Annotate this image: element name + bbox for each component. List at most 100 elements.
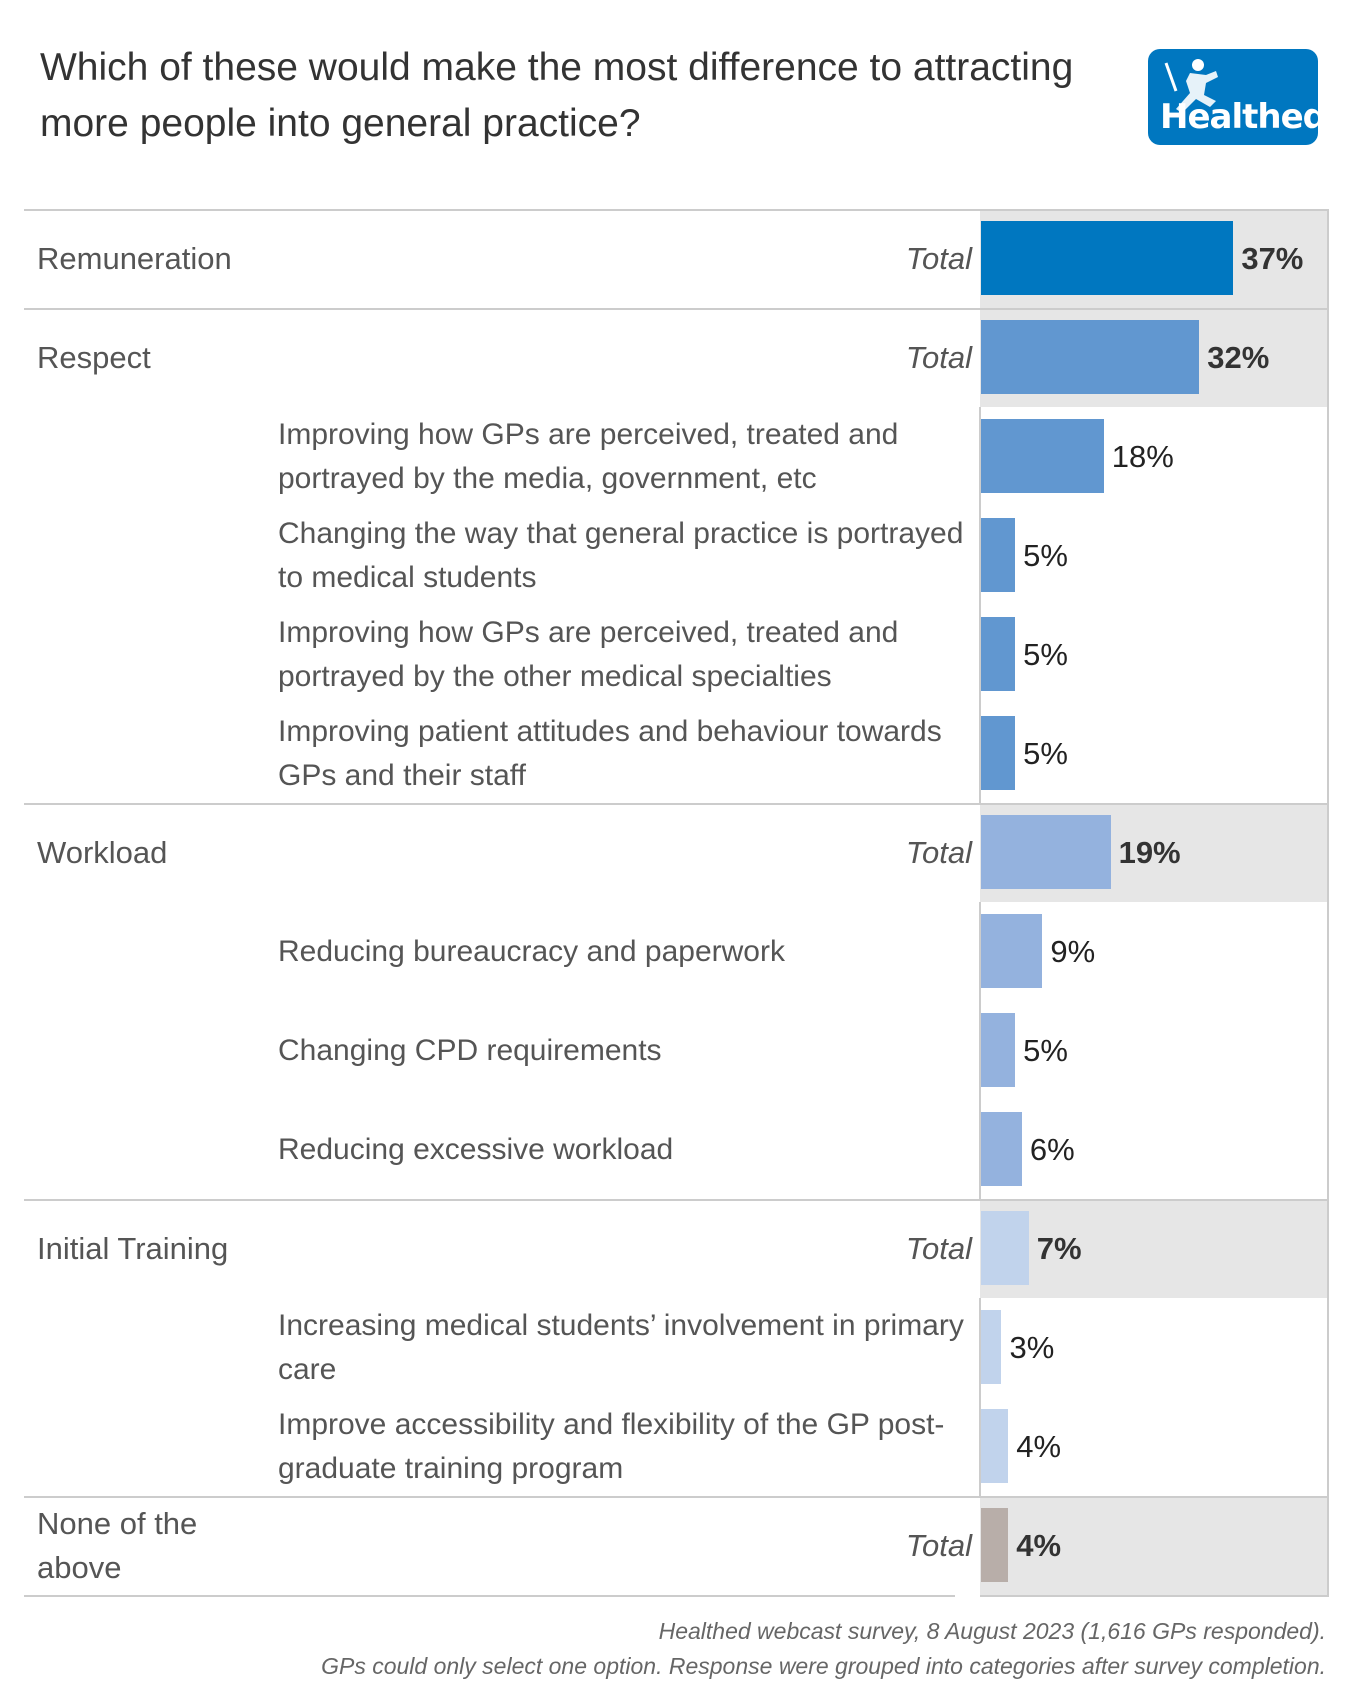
group-divider	[24, 209, 1329, 211]
bar-total-respect	[981, 320, 1200, 394]
value-label: 5%	[1023, 636, 1068, 672]
bar-total-remuneration	[981, 221, 1234, 295]
item-row: Reducing bureaucracy and paperwork 9%	[24, 902, 1329, 1001]
item-label: Reducing bureaucracy and paperwork	[278, 934, 785, 968]
border-right	[1327, 209, 1329, 308]
group-total-row: Workload Total 19%	[24, 803, 1329, 902]
value-label: 37%	[1241, 240, 1304, 276]
axis-line	[979, 506, 981, 605]
border-right	[1327, 308, 1329, 407]
bar-item	[981, 914, 1043, 988]
footnote: Healthed webcast survey, 8 August 2023 (…	[321, 1614, 1326, 1684]
logo-text: Healthed	[1160, 97, 1327, 137]
chart-title: Which of these would make the most diffe…	[40, 46, 1074, 145]
value-label: 19%	[1118, 834, 1181, 870]
axis-line	[979, 1100, 981, 1199]
bar-item	[981, 617, 1016, 691]
border-right	[1327, 407, 1329, 506]
category-label: Remuneration	[37, 240, 232, 276]
healthed-logo: Healthed	[1148, 49, 1327, 145]
bar-item	[981, 1409, 1009, 1483]
bar-total-initial-training	[981, 1211, 1029, 1285]
value-label: 4%	[1016, 1428, 1062, 1464]
value-label: 5%	[1023, 1032, 1068, 1068]
table-bottom	[24, 1595, 1329, 1597]
bar-item	[981, 716, 1016, 790]
axis-line	[979, 605, 981, 704]
bar-item	[981, 1013, 1016, 1087]
value-label: 32%	[1207, 339, 1270, 375]
item-row: Reducing excessive workload 6%	[24, 1100, 1329, 1199]
border-right	[1327, 1298, 1329, 1397]
item-label: Reducing excessive workload	[278, 1132, 674, 1166]
group-divider	[24, 1199, 1329, 1201]
border-right	[1327, 1199, 1329, 1298]
item-label: Improve accessibility and flexibility of…	[278, 1407, 945, 1485]
footnote-note: GPs could only select one option. Respon…	[321, 1653, 1326, 1679]
footnote-source: Healthed webcast survey, 8 August 2023 (…	[658, 1618, 1326, 1644]
group-divider	[24, 308, 1329, 310]
border-right	[1327, 803, 1329, 902]
item-row: Changing the way that general practice i…	[24, 506, 1329, 605]
border-right	[1327, 605, 1329, 704]
value-label: 9%	[1050, 933, 1096, 969]
chart-table: Remuneration Total 37% Respect Total 32% Impro…	[24, 209, 1329, 1597]
value-label: 4%	[1016, 1527, 1062, 1563]
total-background	[980, 1199, 1329, 1298]
border-right	[1327, 1100, 1329, 1199]
total-label: Total	[905, 240, 972, 276]
item-row: Improving how GPs are perceived, treated…	[24, 605, 1329, 704]
bottom-gray-line	[980, 1595, 1329, 1597]
item-label: Improving patient attitudes and behaviou…	[278, 714, 942, 792]
border-right	[1327, 1496, 1329, 1595]
bar-item	[981, 419, 1104, 493]
item-label: Improving how GPs are perceived, treated…	[278, 417, 899, 495]
item-label: Changing the way that general practice i…	[278, 516, 964, 594]
runner-icon	[1164, 59, 1218, 113]
group-total-row: None of the above Total 4%	[24, 1496, 1329, 1595]
value-label: 5%	[1023, 537, 1068, 573]
bar-item	[981, 1112, 1022, 1186]
total-label: Total	[905, 834, 972, 870]
category-label: Respect	[37, 339, 151, 375]
bottom-divider	[24, 1595, 955, 1597]
axis-line	[979, 1001, 981, 1100]
axis-line	[979, 704, 981, 803]
item-row: Increasing medical students’ involvement…	[24, 1298, 1329, 1397]
value-label: 5%	[1023, 735, 1068, 771]
value-label: 7%	[1036, 1230, 1082, 1266]
axis-line	[979, 407, 981, 506]
item-label: Improving how GPs are perceived, treated…	[278, 615, 899, 693]
item-label: Increasing medical students’ involvement…	[278, 1308, 964, 1386]
group-divider	[24, 1496, 1329, 1498]
bar-total-none-of-the-above	[981, 1508, 1009, 1582]
item-label: Changing CPD requirements	[278, 1033, 662, 1067]
bar-item	[981, 1310, 1002, 1384]
value-label: 3%	[1009, 1329, 1055, 1365]
border-right	[1327, 704, 1329, 803]
group-divider	[24, 803, 1329, 805]
group-total-row: Remuneration Total 37%	[24, 209, 1329, 308]
total-label: Total	[905, 1527, 972, 1563]
item-row: Changing CPD requirements 5%	[24, 1001, 1329, 1100]
category-label: None of the above	[37, 1505, 198, 1585]
total-label: Total	[905, 339, 972, 375]
border-right	[1327, 1397, 1329, 1496]
category-label: Workload	[37, 834, 168, 870]
border-right	[1327, 902, 1329, 1001]
item-row: Improving how GPs are perceived, treated…	[24, 407, 1329, 506]
border-right	[1327, 1001, 1329, 1100]
bar-total-workload	[981, 815, 1111, 889]
bar-item	[981, 518, 1016, 592]
border-right	[1327, 506, 1329, 605]
axis-line	[979, 1298, 981, 1397]
group-total-row: Initial Training Total 7%	[24, 1199, 1329, 1298]
item-row: Improve accessibility and flexibility of…	[24, 1397, 1329, 1496]
value-label: 18%	[1111, 438, 1174, 474]
axis-line	[979, 1397, 981, 1496]
group-total-row: Respect Total 32%	[24, 308, 1329, 407]
total-label: Total	[905, 1230, 972, 1266]
item-row: Improving patient attitudes and behaviou…	[24, 704, 1329, 803]
total-background	[980, 1496, 1329, 1595]
axis-line	[979, 902, 981, 1001]
